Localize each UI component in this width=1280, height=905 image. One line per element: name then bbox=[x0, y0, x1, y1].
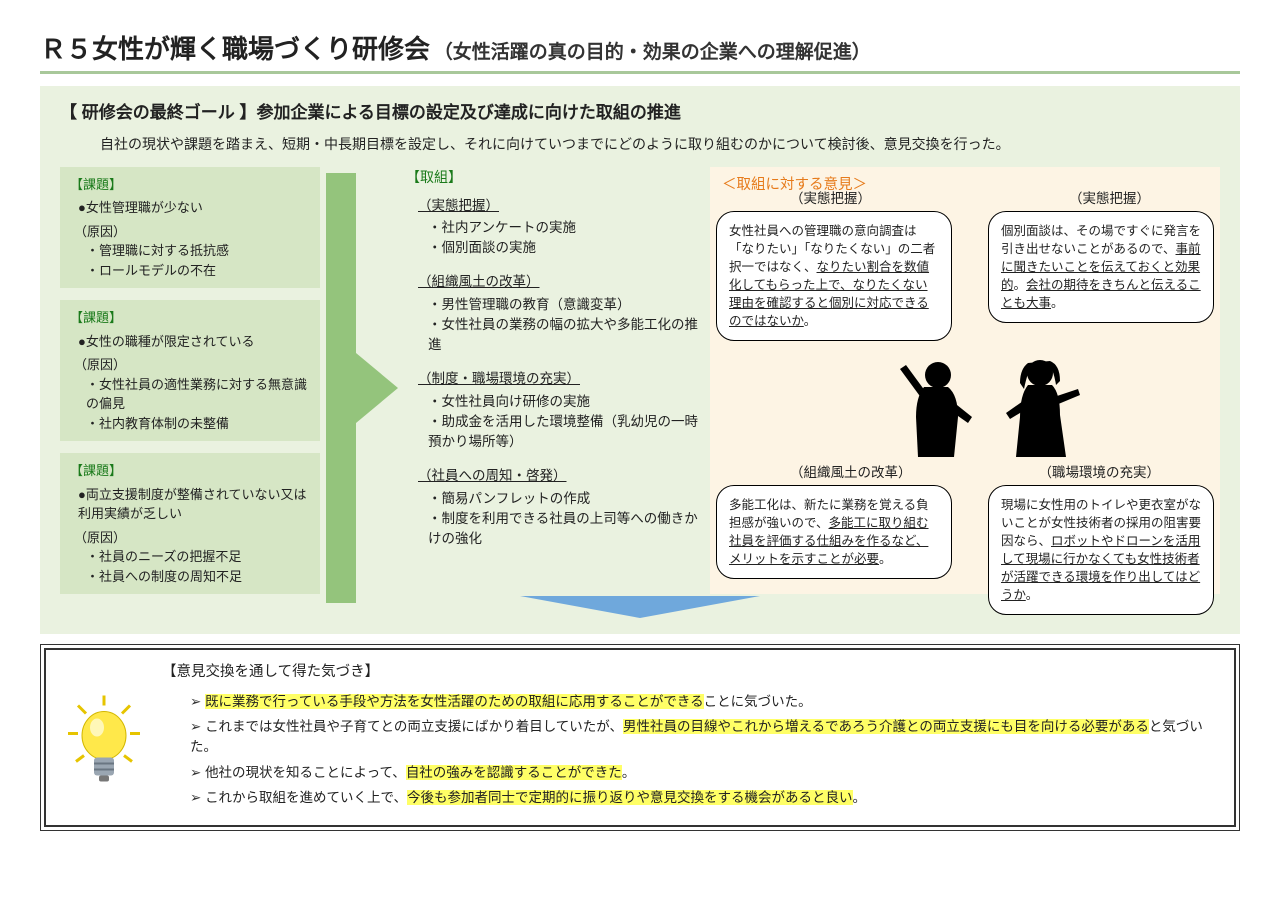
action-item: ・制度を利用できる社員の上司等への働きかけの強化 bbox=[428, 509, 700, 550]
arrow-icon bbox=[326, 173, 398, 603]
insights-box: 【意見交換を通して得た気づき】 既に業務で行っている手段や方法を女性活躍のための… bbox=[44, 648, 1236, 827]
lightbulb-icon bbox=[64, 678, 144, 813]
cause-item: ・ロールモデルの不在 bbox=[86, 261, 310, 281]
cause-list: ・社員のニーズの把握不足 ・社員への制度の周知不足 bbox=[86, 547, 310, 586]
issues-column: 【課題】 ●女性管理職が少ない （原因） ・管理職に対する抵抗感 ・ロールモデル… bbox=[60, 167, 320, 595]
action-section: （制度・職場環境の充実） ・女性社員向け研修の実施 ・助成金を活用した環境整備（… bbox=[418, 369, 700, 452]
opinion-label: （組織風土の改革） bbox=[790, 463, 912, 483]
insight-post: ことに気づいた。 bbox=[704, 694, 812, 709]
opinions-column: ＜取組に対する意見＞ （実態把握） （実態把握） （組織風土の改革） （職場環境… bbox=[710, 167, 1220, 595]
issue-text: ●両立支援制度が整備されていない又は利用実績が乏しい bbox=[78, 485, 310, 524]
insight-pre: 他社の現状を知ることによって、 bbox=[205, 765, 406, 780]
insights-content: 【意見交換を通して得た気づき】 既に業務で行っている手段や方法を女性活躍のための… bbox=[162, 662, 1216, 813]
cause-list: ・管理職に対する抵抗感 ・ロールモデルの不在 bbox=[86, 241, 310, 280]
person-silhouette-icon bbox=[1006, 355, 1082, 467]
speech-bubble-4: 現場に女性用のトイレや更衣室がないことが女性技術者の採用の阻害要因なら、ロボット… bbox=[988, 485, 1214, 616]
issue-label: 【課題】 bbox=[70, 461, 310, 481]
speech-bubble-1: 女性社員への管理職の意向調査は「なりたい」「なりたくない」の二者択一ではなく、な… bbox=[716, 211, 952, 342]
insight-post: 。 bbox=[853, 790, 867, 805]
action-head: （組織風土の改革） bbox=[418, 272, 700, 292]
action-list: ・男性管理職の教育（意識変革） ・女性社員の業務の幅の拡大や多能工化の推進 bbox=[428, 295, 700, 356]
action-list: ・簡易パンフレットの作成 ・制度を利用できる社員の上司等への働きかけの強化 bbox=[428, 489, 700, 550]
intro-text: 自社の現状や課題を踏まえ、短期・中長期目標を設定し、それに向けていつまでにどのよ… bbox=[100, 134, 1220, 155]
insight-item: 既に業務で行っている手段や方法を女性活躍のための取組に応用することができることに… bbox=[190, 692, 1216, 712]
insight-post: 。 bbox=[622, 765, 636, 780]
action-head: （社員への周知・啓発） bbox=[418, 466, 700, 486]
opinion-label: （実態把握） bbox=[790, 189, 871, 209]
insight-highlight: 男性社員の目線やこれから増えるであろう介護との両立支援にも目を向ける必要がある bbox=[623, 719, 1149, 734]
action-item: ・簡易パンフレットの作成 bbox=[428, 489, 700, 509]
goal-heading: 【 研修会の最終ゴール 】参加企業による目標の設定及び達成に向けた取組の推進 bbox=[60, 100, 1220, 126]
cause-label: （原因） bbox=[74, 355, 310, 375]
arrow-column bbox=[330, 167, 390, 595]
action-head: （実態把握） bbox=[418, 196, 700, 216]
cause-item: ・女性社員の適性業務に対する無意識の偏見 bbox=[86, 375, 310, 414]
title-main: Ｒ５女性が輝く職場づくり研修会 bbox=[40, 34, 430, 64]
bubble-text: 。 bbox=[879, 552, 892, 566]
bubble-text: 。 bbox=[1014, 278, 1027, 292]
action-item: ・社内アンケートの実施 bbox=[428, 218, 700, 238]
action-section: （組織風土の改革） ・男性管理職の教育（意識変革） ・女性社員の業務の幅の拡大や… bbox=[418, 272, 700, 355]
bubble-text: 。 bbox=[804, 314, 817, 328]
issue-label: 【課題】 bbox=[70, 308, 310, 328]
insights-title: 【意見交換を通して得た気づき】 bbox=[162, 662, 1216, 684]
action-list: ・女性社員向け研修の実施 ・助成金を活用した環境整備（乳幼児の一時預かり場所等） bbox=[428, 392, 700, 453]
issue-box-3: 【課題】 ●両立支援制度が整備されていない又は利用実績が乏しい （原因） ・社員… bbox=[60, 453, 320, 594]
cause-label: （原因） bbox=[74, 222, 310, 242]
down-arrow-icon bbox=[520, 596, 760, 618]
insight-pre: これから取組を進めていく上で、 bbox=[205, 790, 407, 805]
action-head: （制度・職場環境の充実） bbox=[418, 369, 700, 389]
bubble-text: 。 bbox=[1051, 296, 1064, 310]
speech-bubble-3: 多能工化は、新たに業務を覚える負担感が強いので、多能工に取り組む社員を評価する仕… bbox=[716, 485, 952, 580]
cause-item: ・社員への制度の周知不足 bbox=[86, 567, 310, 587]
issue-label: 【課題】 bbox=[70, 175, 310, 195]
bubble-underline: 会社の期待をきちんと伝えることも大事 bbox=[1001, 278, 1201, 310]
opinion-label: （実態把握） bbox=[1069, 189, 1150, 209]
bubble-text: 。 bbox=[1026, 588, 1039, 602]
insight-highlight: 自社の強みを認識することができた bbox=[406, 765, 622, 780]
actions-column: 【取組】 （実態把握） ・社内アンケートの実施 ・個別面談の実施 （組織風土の改… bbox=[400, 167, 700, 595]
insight-pre: これまでは女性社員や子育てとの両立支援にばかり着目していたが、 bbox=[205, 719, 623, 734]
cause-item: ・管理職に対する抵抗感 bbox=[86, 241, 310, 261]
cause-label: （原因） bbox=[74, 528, 310, 548]
speech-bubble-2: 個別面談は、その場ですぐに発言を引き出せないことがあるので、事前に聞きたいことを… bbox=[988, 211, 1214, 324]
action-list: ・社内アンケートの実施 ・個別面談の実施 bbox=[428, 218, 700, 259]
cause-list: ・女性社員の適性業務に対する無意識の偏見 ・社内教育体制の未整備 bbox=[86, 375, 310, 434]
action-item: ・個別面談の実施 bbox=[428, 238, 700, 258]
title-bar: Ｒ５女性が輝く職場づくり研修会 （女性活躍の真の目的・効果の企業への理解促進） bbox=[40, 30, 1240, 74]
issue-text: ●女性の職種が限定されている bbox=[78, 332, 310, 352]
action-section: （社員への周知・啓発） ・簡易パンフレットの作成 ・制度を利用できる社員の上司等… bbox=[418, 466, 700, 549]
title-sub: （女性活躍の真の目的・効果の企業への理解促進） bbox=[434, 42, 871, 63]
main-panel: 【 研修会の最終ゴール 】参加企業による目標の設定及び達成に向けた取組の推進 自… bbox=[40, 86, 1240, 634]
action-item: ・女性社員向け研修の実施 bbox=[428, 392, 700, 412]
cause-item: ・社内教育体制の未整備 bbox=[86, 414, 310, 434]
issue-box-1: 【課題】 ●女性管理職が少ない （原因） ・管理職に対する抵抗感 ・ロールモデル… bbox=[60, 167, 320, 289]
insight-highlight: 既に業務で行っている手段や方法を女性活躍のための取組に応用することができる bbox=[205, 694, 704, 709]
actions-title: 【取組】 bbox=[406, 167, 700, 188]
issue-text: ●女性管理職が少ない bbox=[78, 198, 310, 218]
columns: 【課題】 ●女性管理職が少ない （原因） ・管理職に対する抵抗感 ・ロールモデル… bbox=[60, 167, 1220, 595]
action-item: ・助成金を活用した環境整備（乳幼児の一時預かり場所等） bbox=[428, 412, 700, 453]
insight-item: これから取組を進めていく上で、今後も参加者同士で定期的に振り返りや意見交換をする… bbox=[190, 788, 1216, 808]
insight-item: これまでは女性社員や子育てとの両立支援にばかり着目していたが、男性社員の目線やこ… bbox=[190, 717, 1216, 758]
issue-box-2: 【課題】 ●女性の職種が限定されている （原因） ・女性社員の適性業務に対する無… bbox=[60, 300, 320, 441]
action-section: （実態把握） ・社内アンケートの実施 ・個別面談の実施 bbox=[418, 196, 700, 259]
insight-item: 他社の現状を知ることによって、自社の強みを認識することができた。 bbox=[190, 763, 1216, 783]
cause-item: ・社員のニーズの把握不足 bbox=[86, 547, 310, 567]
action-item: ・男性管理職の教育（意識変革） bbox=[428, 295, 700, 315]
person-silhouette-icon bbox=[896, 357, 974, 467]
action-item: ・女性社員の業務の幅の拡大や多能工化の推進 bbox=[428, 315, 700, 356]
bubble-text: 個別面談は、その場ですぐに発言を引き出せないことがあるので、 bbox=[1001, 224, 1201, 256]
insight-highlight: 今後も参加者同士で定期的に振り返りや意見交換をする機会があると良い bbox=[407, 790, 853, 805]
